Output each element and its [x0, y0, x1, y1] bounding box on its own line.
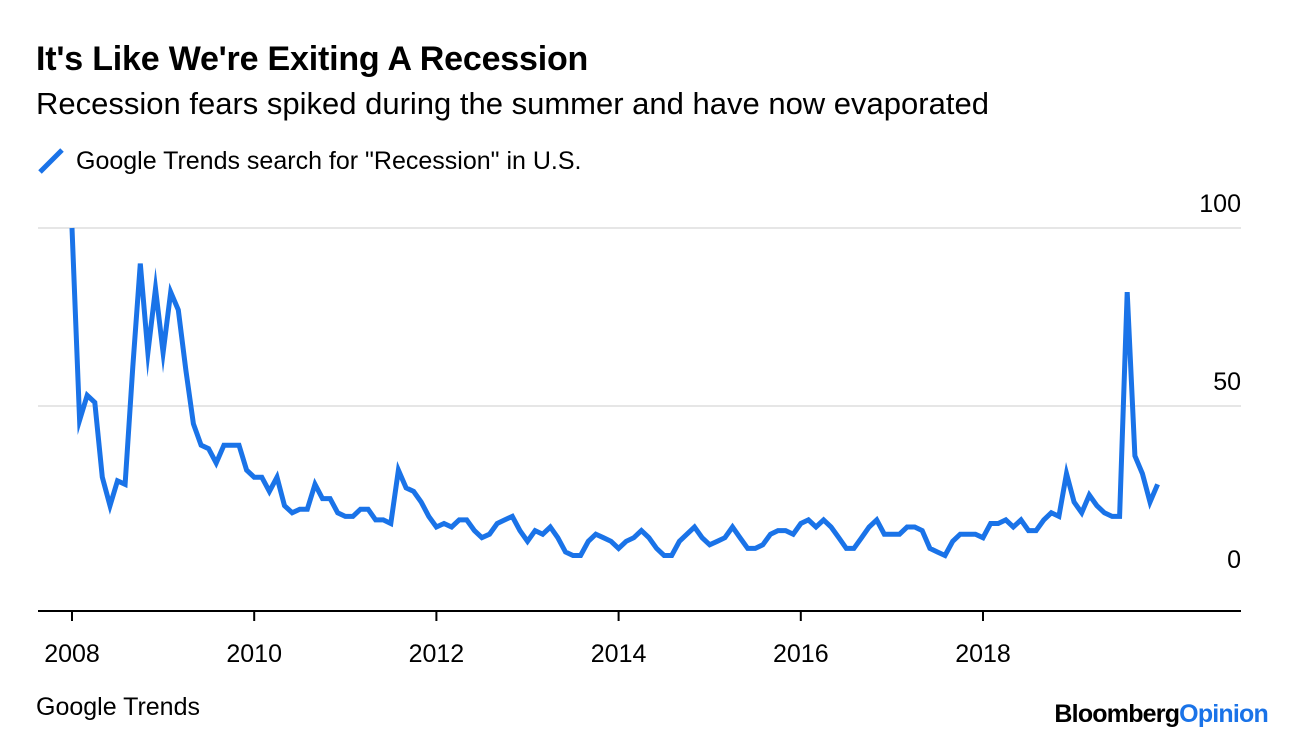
y-tick-label: 100 [1199, 190, 1241, 218]
line-chart: 0 50 100 2008 2010 2012 2014 2016 2018 [38, 190, 1241, 668]
x-tick-label: 2014 [591, 640, 647, 668]
legend-label: Google Trends search for "Recession" in … [76, 146, 582, 175]
x-tick-label: 2016 [773, 640, 829, 668]
y-tick-label: 0 [1227, 546, 1241, 574]
legend-line-swatch-icon [38, 148, 64, 174]
x-tick-label: 2018 [955, 640, 1011, 668]
source-note: Google Trends [36, 693, 200, 721]
legend: Google Trends search for "Recession" in … [36, 146, 581, 176]
brand-suffix: Opinion [1179, 700, 1269, 728]
x-tick-label: 2008 [44, 640, 100, 668]
series-line [69, 227, 1160, 559]
brand-logo: BloombergOpinion [1054, 700, 1268, 729]
x-tick-label: 2012 [409, 640, 465, 668]
chart-title: It's Like We're Exiting A Recession [36, 40, 589, 78]
y-tick-label: 50 [1213, 368, 1241, 396]
brand-name: Bloomberg [1054, 700, 1180, 728]
chart-subtitle: Recession fears spiked during the summer… [36, 86, 989, 121]
x-tick-label: 2010 [226, 640, 282, 668]
